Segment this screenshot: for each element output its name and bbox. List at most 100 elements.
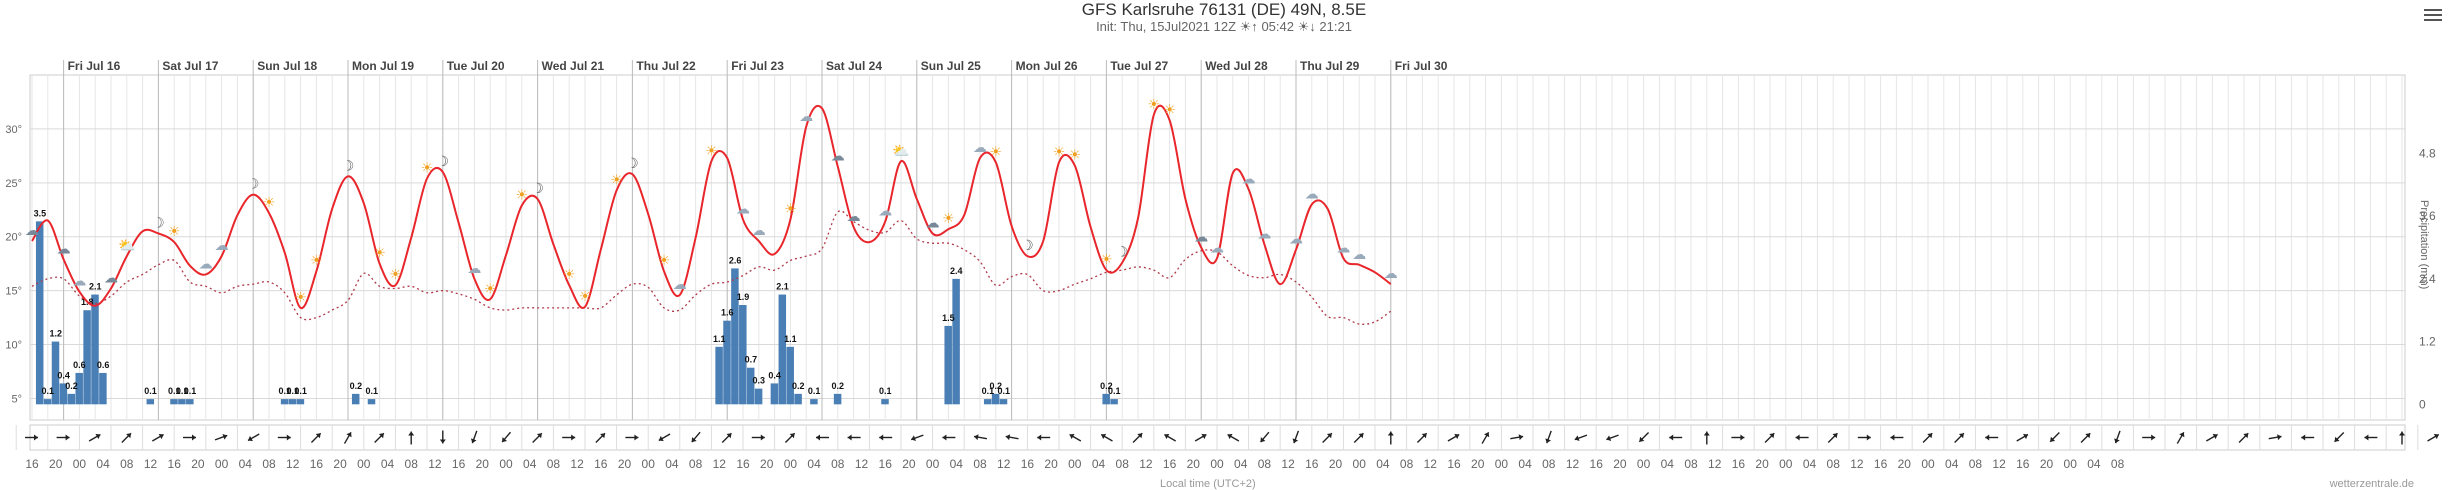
- wind-arrow-icon: [1606, 434, 1619, 442]
- precip-bar: [739, 305, 747, 405]
- wind-arrow-head: [1769, 433, 1775, 439]
- precip-data-label: 3.5: [34, 208, 47, 218]
- precip-tick-label: 2.4: [2419, 272, 2436, 286]
- precip-bar: [770, 383, 779, 405]
- cloud-icon: ☁: [467, 260, 481, 276]
- sun-icon: ☀: [373, 245, 386, 261]
- wind-arrow-icon: [2114, 430, 2121, 444]
- wind-arrow-icon: [2016, 433, 2029, 442]
- precip-bar: [746, 367, 755, 405]
- precip-data-label: 0.1: [1108, 386, 1121, 396]
- hour-tick-label: 16: [1732, 457, 1746, 471]
- hour-tick-label: 04: [1661, 457, 1675, 471]
- hour-tick-label: 12: [1708, 457, 1722, 471]
- hour-tick-label: 08: [1827, 457, 1841, 471]
- precip-bar: [83, 310, 91, 405]
- hour-tick-label: 00: [1068, 457, 1082, 471]
- wind-arrow-icon: [1005, 434, 1019, 441]
- hamburger-menu-icon[interactable]: [2424, 6, 2442, 22]
- wind-arrow-head: [248, 435, 253, 442]
- hour-tick-label: 16: [1590, 457, 1604, 471]
- wind-arrow-head: [974, 434, 979, 441]
- hour-tick-label: 08: [2111, 457, 2125, 471]
- wind-arrow-head: [1292, 438, 1299, 444]
- sun-icon: ☀: [610, 171, 623, 187]
- hour-tick-label: 00: [357, 457, 371, 471]
- wind-arrow-head: [2050, 436, 2056, 442]
- wind-arrow-head: [286, 434, 291, 441]
- chart-title: GFS Karlsruhe 76131 (DE) 49N, 8.5E: [1081, 0, 1367, 19]
- wind-arrow-head: [439, 439, 446, 444]
- hour-tick-label: 12: [1424, 457, 1438, 471]
- cloud-icon: ☁: [1336, 239, 1350, 255]
- wind-arrow-icon: [1292, 430, 1300, 444]
- cloud-icon: ☁: [878, 203, 892, 219]
- wind-arrow-head: [470, 438, 477, 444]
- precip-data-label: 0.1: [294, 386, 307, 396]
- wind-arrow-icon: [501, 431, 512, 443]
- wind-arrow-icon: [1100, 433, 1113, 442]
- hour-tick-label: 12: [1281, 457, 1295, 471]
- hour-tick-label: 08: [1400, 457, 1414, 471]
- hour-tick-label: 12: [713, 457, 727, 471]
- wind-arrow-icon: [214, 433, 228, 441]
- precip-data-label: 0.1: [279, 386, 292, 396]
- hour-tick-label: 00: [2064, 457, 2078, 471]
- wind-arrow-head: [760, 434, 765, 441]
- precip-data-label: 0.1: [997, 386, 1010, 396]
- hour-tick-label: 16: [2016, 457, 2030, 471]
- day-label: Thu Jul 22: [636, 59, 696, 73]
- precip-data-label: 1.1: [784, 334, 797, 344]
- precip-bar: [723, 320, 731, 405]
- wind-arrow-head: [1484, 432, 1490, 438]
- precip-tick-label: 0: [2419, 397, 2426, 411]
- hour-tick-label: 16: [168, 457, 182, 471]
- wind-arrow-icon: [691, 431, 701, 443]
- day-label: Tue Jul 20: [447, 59, 505, 73]
- wind-arrow-head: [1005, 434, 1011, 441]
- wind-arrow-head: [1454, 433, 1460, 440]
- wind-arrow-icon: [2364, 434, 2378, 441]
- sun-icon: ☀: [1163, 101, 1176, 117]
- wind-arrow-icon: [1069, 433, 1082, 442]
- hour-tick-label: 16: [1021, 457, 1035, 471]
- day-label: Wed Jul 21: [542, 59, 605, 73]
- sun-icon: ☀: [516, 186, 529, 202]
- hour-tick-label: 04: [1234, 457, 1248, 471]
- wind-arrow-icon: [1638, 432, 1650, 443]
- wind-arrow-icon: [658, 433, 671, 442]
- precip-data-label: 0.1: [184, 386, 197, 396]
- day-label: Fri Jul 30: [1395, 59, 1448, 73]
- day-label: Fri Jul 23: [731, 59, 784, 73]
- hour-tick-label: 04: [1518, 457, 1532, 471]
- precip-bar: [367, 399, 376, 405]
- hour-tick-label: 00: [1921, 457, 1935, 471]
- hour-tick-label: 04: [950, 457, 964, 471]
- wind-arrow-head: [1101, 433, 1107, 440]
- wind-arrow-icon: [1922, 432, 1933, 443]
- sun-icon: ☀: [1148, 96, 1161, 112]
- cloud-icon: ☁: [973, 139, 987, 155]
- hour-tick-label: 08: [689, 457, 703, 471]
- wind-arrow-icon: [310, 432, 322, 443]
- hour-tick-label: 12: [1850, 457, 1864, 471]
- hour-tick-label: 20: [476, 457, 490, 471]
- day-label: Fri Jul 16: [68, 59, 121, 73]
- hour-tick-label: 12: [1139, 457, 1153, 471]
- precip-data-label: 0.1: [144, 386, 157, 396]
- wind-arrow-head: [158, 433, 164, 440]
- moon-icon: ☽: [342, 157, 355, 173]
- sun-icon: ☀: [310, 252, 323, 268]
- shower-icon: ☁: [57, 240, 71, 256]
- wind-arrow-icon: [1194, 433, 1207, 442]
- wind-arrow-head: [1740, 434, 1745, 441]
- wind-arrow-icon: [374, 432, 385, 443]
- wind-arrow-head: [1927, 433, 1933, 439]
- hour-tick-label: 00: [1353, 457, 1367, 471]
- wind-arrow-icon: [751, 434, 765, 441]
- hour-tick-label: 12: [144, 457, 158, 471]
- hour-tick-label: 04: [1945, 457, 1959, 471]
- wind-arrow-icon: [1510, 434, 1524, 441]
- precip-bar: [35, 221, 44, 405]
- sunset-icon: ☀︎↓: [1297, 19, 1316, 34]
